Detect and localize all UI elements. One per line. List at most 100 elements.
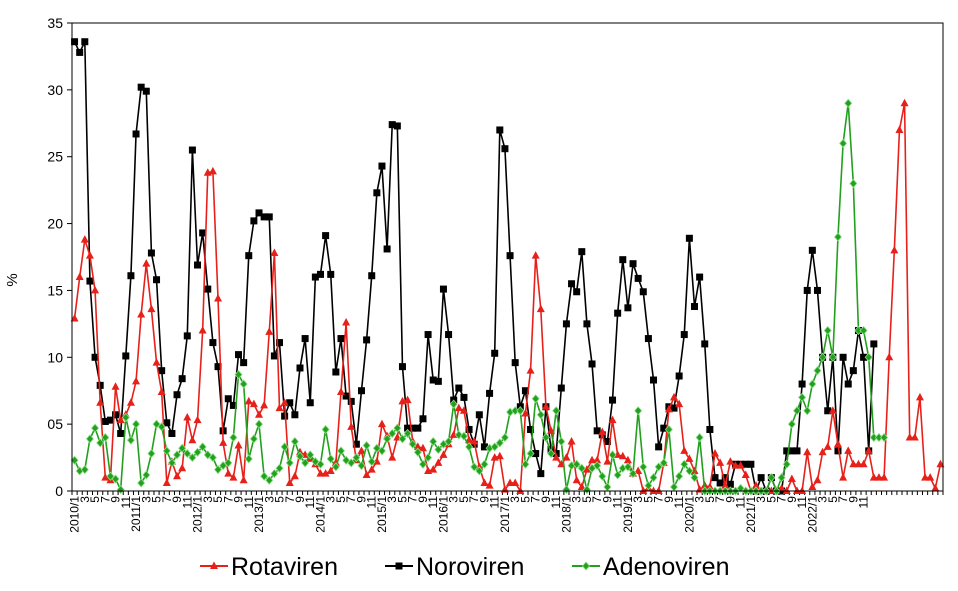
data-point-noroviren [839, 353, 847, 361]
data-point-noroviren [122, 352, 130, 360]
data-point-noroviren [281, 412, 289, 420]
data-point-adenoviren [275, 463, 284, 473]
data-point-adenoviren [331, 462, 340, 472]
data-point-adenoviren [111, 474, 120, 484]
data-point-rotaviren [670, 392, 679, 401]
data-point-noroviren [870, 340, 878, 348]
data-point-adenoviren [690, 473, 699, 483]
data-point-noroviren [639, 288, 647, 296]
data-point-rotaviren [372, 457, 381, 465]
data-point-rotaviren [239, 475, 248, 484]
data-point-rotaviren [132, 376, 141, 385]
data-point-noroviren [86, 277, 94, 285]
data-point-rotaviren [280, 398, 289, 406]
data-point-noroviren [194, 261, 202, 269]
data-point-adenoviren [521, 459, 530, 469]
data-point-rotaviren [526, 366, 535, 374]
data-point-rotaviren [726, 457, 735, 465]
data-point-noroviren [578, 248, 586, 256]
x-tick-label: 3 [201, 496, 215, 503]
x-tick-label: 9 [785, 496, 799, 503]
data-point-rotaviren [680, 446, 689, 454]
data-point-rotaviren [608, 415, 617, 424]
data-point-noroviren [250, 217, 258, 225]
data-point-rotaviren [295, 447, 304, 456]
data-point-adenoviren [465, 442, 474, 452]
x-tick-label: 5 [826, 496, 840, 503]
data-point-adenoviren [408, 439, 417, 449]
x-tick-label: 3 [693, 496, 707, 503]
data-point-rotaviren [188, 435, 197, 444]
y-axis-ticks: 0 05 10 15 20 25 30 35 [47, 15, 72, 499]
data-point-noroviren [270, 352, 278, 360]
data-point-noroviren [501, 145, 509, 153]
data-point-noroviren [137, 83, 145, 91]
data-point-rotaviren [208, 166, 217, 175]
data-point-noroviren [224, 395, 232, 403]
x-tick-label: 3 [570, 496, 584, 503]
data-point-noroviren [706, 425, 714, 433]
x-tick-label: 7 [836, 496, 850, 503]
data-point-noroviren [562, 320, 570, 328]
y-tick-label: 05 [47, 416, 63, 432]
data-point-adenoviren [792, 406, 802, 416]
series-line-rotaviren [73, 102, 942, 492]
data-point-rotaviren [849, 459, 858, 468]
data-point-noroviren [127, 272, 135, 280]
x-tick-label: 9 [600, 496, 614, 503]
data-point-noroviren [757, 474, 765, 482]
data-point-rotaviren [623, 455, 632, 464]
x-tick-label: 3 [385, 496, 399, 503]
x-tick-label: 7 [775, 496, 789, 503]
data-point-rotaviren [234, 441, 243, 449]
data-point-noroviren [327, 270, 335, 278]
data-point-rotaviren [593, 455, 602, 464]
data-point-noroviren [296, 364, 304, 372]
data-point-noroviren [660, 424, 668, 432]
data-point-adenoviren [572, 459, 581, 469]
data-point-rotaviren [388, 453, 397, 461]
y-tick-label: 25 [47, 149, 63, 165]
data-point-adenoviren [301, 458, 310, 468]
data-point-noroviren [445, 331, 453, 339]
data-point-adenoviren [669, 482, 679, 492]
data-point-rotaviren [926, 473, 935, 481]
data-point-adenoviren [659, 458, 668, 468]
x-tick-label: 3 [78, 496, 92, 503]
data-point-noroviren [357, 387, 365, 395]
data-point-noroviren [593, 427, 601, 435]
data-point-noroviren [311, 273, 319, 281]
data-point-noroviren [117, 430, 125, 438]
data-point-rotaviren [603, 457, 612, 465]
data-point-noroviren [404, 424, 412, 432]
data-point-adenoviren [367, 456, 376, 467]
data-point-rotaviren [229, 473, 238, 481]
data-point-noroviren [306, 399, 314, 407]
data-point-adenoviren [413, 447, 422, 457]
data-point-adenoviren [577, 463, 586, 473]
data-point-noroviren [849, 367, 857, 375]
data-point-rotaviren [470, 437, 479, 445]
x-tick-label: 2015/1 [375, 496, 389, 533]
data-point-noroviren [788, 447, 796, 455]
data-point-noroviren [276, 339, 284, 347]
data-point-rotaviren [85, 251, 94, 259]
data-point-adenoviren [823, 325, 832, 336]
data-point-noroviren [240, 359, 248, 367]
data-point-adenoviren [126, 435, 135, 445]
data-point-rotaviren [895, 125, 904, 133]
data-point-adenoviren [859, 325, 868, 336]
data-point-adenoviren [142, 470, 151, 480]
data-point-rotaviren [885, 352, 894, 361]
data-point-rotaviren [511, 478, 520, 486]
x-tick-label: 9 [109, 496, 123, 503]
data-point-rotaviren [403, 395, 412, 404]
data-point-rotaviren [111, 382, 120, 390]
x-tick-label: 11 [488, 496, 502, 509]
data-point-adenoviren [418, 459, 427, 469]
series-line-adenoviren [73, 102, 885, 492]
data-point-noroviren [670, 404, 678, 412]
data-point-noroviren [527, 425, 535, 433]
data-point-noroviren [521, 387, 529, 395]
x-tick-label: 7 [652, 496, 666, 503]
